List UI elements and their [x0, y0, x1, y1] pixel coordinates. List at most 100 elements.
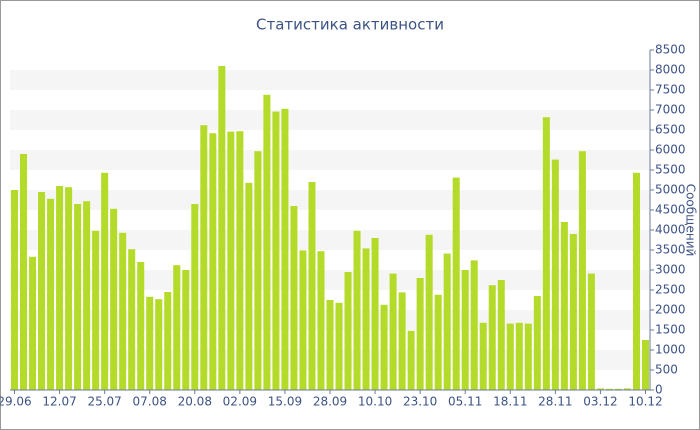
- grid-band: [10, 230, 650, 250]
- y-tick-label: 6000: [655, 143, 686, 157]
- bar: [524, 323, 532, 390]
- y-tick-label: 5500: [655, 163, 686, 177]
- bar: [218, 66, 226, 390]
- bar: [578, 151, 586, 390]
- bar: [200, 125, 208, 390]
- bar: [596, 388, 604, 390]
- bar: [614, 388, 622, 390]
- grid-band: [10, 110, 650, 130]
- y-tick-label: 4500: [655, 203, 686, 217]
- y-tick-label: 6500: [655, 123, 686, 137]
- bar: [506, 323, 514, 390]
- bar: [587, 273, 595, 390]
- y-tick-label: 0: [655, 383, 663, 397]
- y-tick-label: 2500: [655, 283, 686, 297]
- bar: [326, 300, 334, 390]
- bar: [191, 204, 199, 390]
- grid-band: [10, 270, 650, 290]
- bar: [101, 172, 109, 390]
- y-tick-label: 2000: [655, 303, 686, 317]
- x-tick-label: 05.11: [448, 395, 482, 409]
- bar: [236, 131, 244, 390]
- bar: [389, 273, 397, 390]
- bar: [10, 190, 19, 390]
- bar: [335, 302, 343, 390]
- bar: [632, 172, 640, 390]
- grid-band: [10, 190, 650, 210]
- y-tick-label: 3000: [655, 263, 686, 277]
- bar: [569, 234, 577, 390]
- x-tick-label: 28.11: [538, 395, 572, 409]
- bar: [308, 182, 316, 390]
- bar: [344, 272, 352, 390]
- bar: [56, 186, 64, 390]
- bar: [272, 111, 280, 390]
- bar: [641, 340, 650, 390]
- bar: [380, 304, 388, 390]
- bar: [47, 198, 55, 390]
- bar: [110, 208, 118, 390]
- x-tick-label: 18.11: [493, 395, 527, 409]
- x-tick-label: 03.12: [583, 395, 617, 409]
- bar: [461, 270, 469, 390]
- x-tick-label: 10.10: [358, 395, 392, 409]
- bar: [254, 151, 262, 390]
- bar: [425, 234, 433, 390]
- bar: [623, 388, 631, 390]
- bar: [353, 230, 361, 390]
- x-tick-label: 23.10: [403, 395, 437, 409]
- x-tick-label: 29.06: [0, 395, 32, 409]
- bar: [20, 154, 28, 390]
- bar: [29, 256, 37, 390]
- bar: [470, 260, 478, 390]
- bar: [209, 133, 217, 390]
- y-tick-label: 7000: [655, 103, 686, 117]
- x-tick-label: 07.08: [133, 395, 167, 409]
- y-tick-label: 500: [655, 363, 678, 377]
- bar: [488, 285, 496, 390]
- bar: [119, 232, 127, 390]
- y-tick-label: 3500: [655, 243, 686, 257]
- bar: [551, 159, 559, 390]
- bar: [155, 299, 163, 390]
- bar: [38, 192, 46, 390]
- x-tick-label: 25.07: [87, 395, 121, 409]
- chart-title: Статистика активности: [256, 16, 444, 34]
- y-tick-label: 1500: [655, 323, 686, 337]
- bar: [497, 280, 505, 390]
- bar: [290, 206, 298, 390]
- bar: [533, 296, 541, 390]
- bar: [479, 322, 487, 390]
- y-axis-label: Сообщений: [684, 184, 698, 257]
- bar: [182, 270, 190, 390]
- bar: [173, 265, 181, 390]
- x-tick-label: 28.09: [313, 395, 347, 409]
- x-tick-label: 15.09: [268, 395, 302, 409]
- bar: [83, 201, 91, 390]
- x-tick-label: 20.08: [178, 395, 212, 409]
- bar: [398, 292, 406, 390]
- bar: [92, 230, 100, 390]
- bar: [407, 330, 415, 390]
- bar: [452, 177, 460, 390]
- bar: [263, 94, 271, 391]
- y-tick-label: 1000: [655, 343, 686, 357]
- bar: [299, 250, 307, 390]
- bar: [74, 204, 82, 390]
- y-tick-label: 8500: [655, 43, 686, 57]
- bar: [137, 262, 145, 390]
- bar: [65, 187, 73, 390]
- x-tick-label: 12.07: [42, 395, 76, 409]
- bar: [605, 388, 613, 390]
- bar: [416, 278, 424, 390]
- bar: [317, 251, 325, 390]
- bar: [434, 294, 442, 390]
- bar: [227, 131, 235, 390]
- grid-band: [10, 70, 650, 90]
- bar: [146, 296, 154, 390]
- bar: [560, 222, 568, 390]
- bar: [515, 322, 523, 390]
- bar: [245, 182, 253, 390]
- bar: [443, 253, 451, 390]
- bar: [362, 248, 370, 390]
